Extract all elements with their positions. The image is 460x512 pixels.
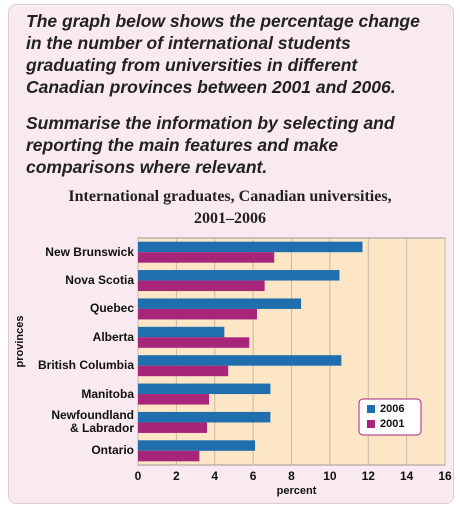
bar xyxy=(138,337,250,348)
bar xyxy=(138,241,363,253)
bar xyxy=(138,326,225,338)
bar xyxy=(138,450,200,462)
instruction-text: Summarise the information by selecting a… xyxy=(26,113,395,177)
x-tick-label: 2 xyxy=(173,469,180,483)
y-tick-label: British Columbia xyxy=(37,358,134,373)
x-tick-label: 12 xyxy=(362,469,376,483)
legend-label: 2001 xyxy=(380,418,404,430)
y-tick-label: Newfoundland & Labrador xyxy=(51,408,134,436)
legend-swatch xyxy=(367,420,375,428)
y-tick-label: Nova Scotia xyxy=(65,273,134,288)
chart-title: International graduates, Canadian univer… xyxy=(68,188,392,227)
bar xyxy=(138,394,209,405)
x-tick-label: 14 xyxy=(400,469,414,483)
x-tick-label: 0 xyxy=(135,469,142,483)
y-axis-label: provinces xyxy=(14,316,26,368)
y-tick-label: New Brunswick xyxy=(45,244,134,259)
x-tick-label: 6 xyxy=(250,469,257,483)
y-tick-label: Manitoba xyxy=(81,386,134,401)
bar xyxy=(138,270,340,281)
x-tick-label: 16 xyxy=(438,469,452,483)
bar xyxy=(138,440,256,451)
instruction-text: The graph below shows the percentage cha… xyxy=(26,11,420,97)
bar xyxy=(138,308,257,320)
y-tick-label: Alberta xyxy=(92,329,134,344)
bar xyxy=(138,411,271,423)
x-tick-label: 8 xyxy=(288,469,295,483)
bar xyxy=(138,252,275,263)
y-tick-label: Ontario xyxy=(91,443,134,458)
x-tick-label: 4 xyxy=(211,469,218,483)
x-tick-label: 10 xyxy=(323,469,337,483)
bar xyxy=(138,422,208,433)
bar xyxy=(138,280,265,292)
legend-swatch xyxy=(367,405,375,413)
bar xyxy=(138,383,271,395)
legend-label: 2006 xyxy=(380,403,404,415)
y-tick-label: Quebec xyxy=(89,301,134,316)
bar xyxy=(138,298,302,309)
x-axis-label: percent xyxy=(277,485,317,497)
bar xyxy=(138,355,342,366)
bar xyxy=(138,365,229,377)
